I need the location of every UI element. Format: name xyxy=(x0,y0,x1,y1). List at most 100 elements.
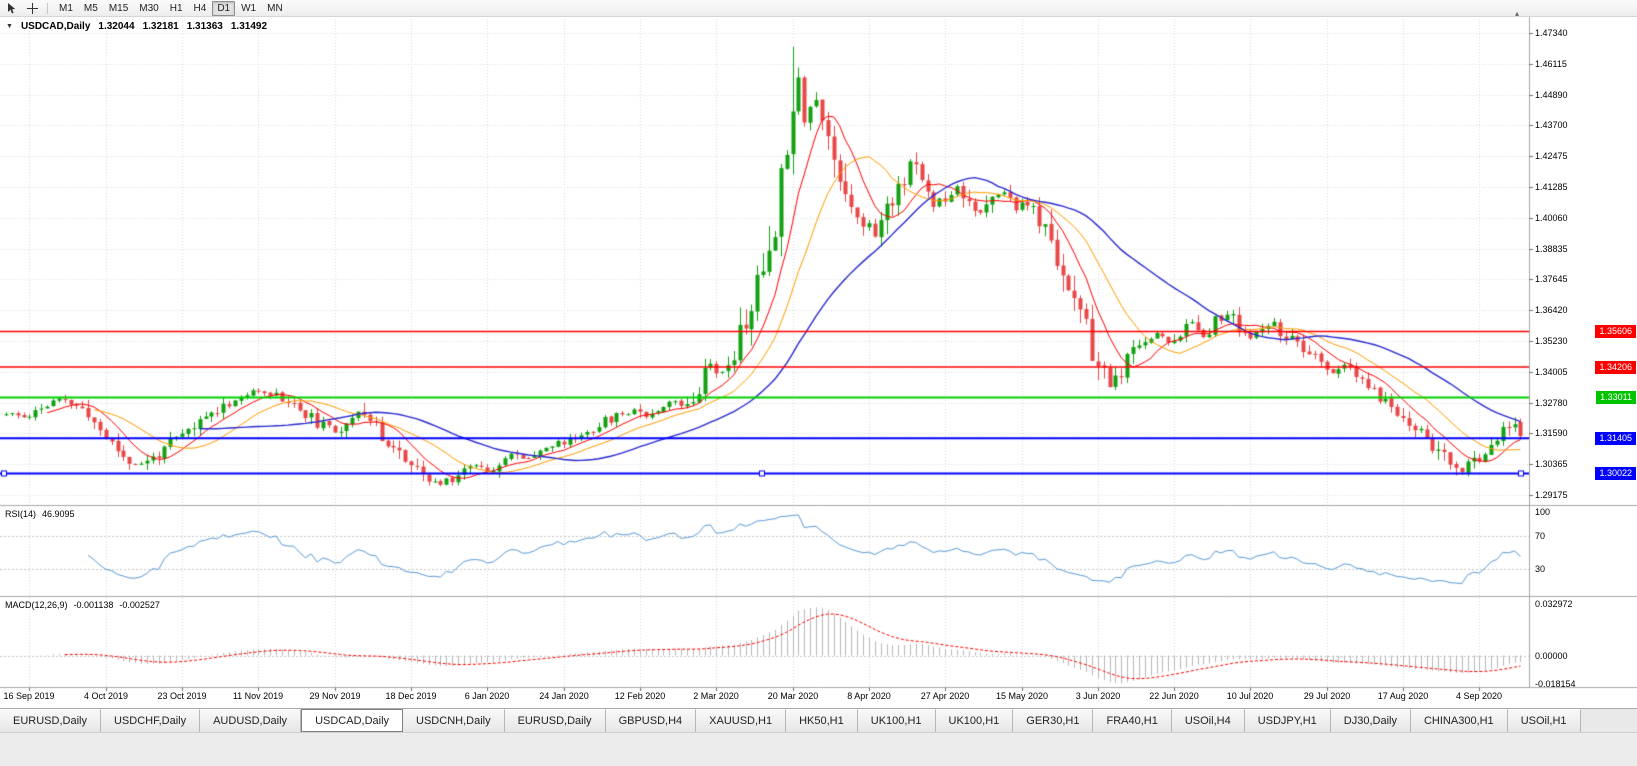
toolbar-separator xyxy=(47,2,48,14)
price-axis-label: 1.41285 xyxy=(1535,182,1568,192)
date-axis-label: 3 Jun 2020 xyxy=(1075,691,1121,701)
crosshair-icon[interactable] xyxy=(23,1,41,16)
chart-tab-usdcad-daily[interactable]: USDCAD,Daily xyxy=(301,709,404,732)
price-axis-label: 1.37645 xyxy=(1535,274,1568,284)
chart-tab-audusd-daily[interactable]: AUDUSD,Daily xyxy=(200,709,302,732)
price-axis-label: 1.42475 xyxy=(1535,151,1568,161)
chart-symbol-period: USDCAD,Daily xyxy=(20,21,91,32)
chart-tab-fra40-h1[interactable]: FRA40,H1 xyxy=(1093,709,1172,732)
price-axis-label: 1.36420 xyxy=(1535,305,1568,315)
date-axis-label: 12 Feb 2020 xyxy=(614,691,666,701)
rsi-axis-label: 30 xyxy=(1535,564,1546,574)
chart-tab-usoil-h4[interactable]: USOil,H4 xyxy=(1171,709,1245,732)
chart-tab-dj30-daily[interactable]: DJ30,Daily xyxy=(1330,709,1411,732)
chart-tab-uk100-h1[interactable]: UK100,H1 xyxy=(935,709,1014,732)
chart-tab-xauusd-h1[interactable]: XAUUSD,H1 xyxy=(696,709,787,732)
price-axis-label: 1.38835 xyxy=(1535,244,1568,254)
macd-axis-label: 0.032972 xyxy=(1535,599,1573,609)
date-axis-label: 29 Nov 2019 xyxy=(309,691,361,701)
timeframe-button-m1[interactable]: M1 xyxy=(59,2,73,14)
price-axis-label: 1.31590 xyxy=(1535,428,1568,438)
price-axis-label: 1.46115 xyxy=(1535,59,1567,69)
scroll-up-icon[interactable]: ▴ xyxy=(1514,9,1519,18)
chart-tab-usdchf-daily[interactable]: USDCHF,Daily xyxy=(100,709,201,732)
chart-tab-usoil-h1[interactable]: USOil,H1 xyxy=(1507,709,1581,732)
chart-low-value: 1.31363 xyxy=(186,21,223,32)
rsi-value: 46.9095 xyxy=(42,509,75,519)
chart-tab-usdjpy-h1[interactable]: USDJPY,H1 xyxy=(1244,709,1331,732)
price-level-tag: 1.35606 xyxy=(1595,325,1636,338)
price-axis-label: 1.29175 xyxy=(1535,490,1568,500)
pane-separator-rsi[interactable] xyxy=(0,504,1529,508)
date-axis-label: 23 Oct 2019 xyxy=(157,691,207,701)
chart-high-value: 1.32181 xyxy=(142,21,179,32)
chart-tab-usdcnh-daily[interactable]: USDCNH,Daily xyxy=(403,709,505,732)
chart-open-value: 1.32044 xyxy=(98,21,135,32)
date-axis-label: 16 Sep 2019 xyxy=(3,691,55,701)
chart-tab-uk100-h1[interactable]: UK100,H1 xyxy=(857,709,936,732)
price-level-tag: 1.34206 xyxy=(1595,361,1636,374)
price-axis-label: 1.44890 xyxy=(1535,90,1568,100)
chart-tab-china300-h1[interactable]: CHINA300,H1 xyxy=(1410,709,1508,732)
chart-tab-eurusd-daily[interactable]: EURUSD,Daily xyxy=(0,709,101,732)
chart-tabs-bar: EURUSD,Daily USDCHF,Daily AUDUSD,Daily USDC… xyxy=(0,708,1637,732)
rsi-axis-label: 100 xyxy=(1535,507,1551,517)
date-axis-label: 27 Apr 2020 xyxy=(920,691,970,701)
timeframe-button-m30[interactable]: M30 xyxy=(139,2,159,14)
timeframe-button-h1[interactable]: H1 xyxy=(169,2,183,14)
chart-tab-gbpusd-h4[interactable]: GBPUSD,H4 xyxy=(605,709,697,732)
chart-title: ▼ USDCAD,Daily 1.32044 1.32181 1.31363 1… xyxy=(6,21,267,32)
date-axis-label: 20 Mar 2020 xyxy=(767,691,819,701)
price-axis-label: 1.40060 xyxy=(1535,213,1568,223)
macd-signal-value: -0.002527 xyxy=(119,600,160,610)
price-level-tag: 1.30022 xyxy=(1595,467,1636,480)
cursor-icon[interactable] xyxy=(3,1,21,16)
date-axis-label: 8 Apr 2020 xyxy=(847,691,891,701)
rsi-axis-label: 70 xyxy=(1535,531,1546,541)
timeframe-button-m5[interactable]: M5 xyxy=(83,2,98,14)
macd-axis-label: 0.00000 xyxy=(1535,651,1568,661)
date-axis-label: 18 Dec 2019 xyxy=(385,691,437,701)
status-bar xyxy=(0,732,1637,766)
price-axis-label: 1.35230 xyxy=(1535,336,1568,346)
date-axis-label: 10 Jul 2020 xyxy=(1226,691,1274,701)
price-axis-label: 1.34005 xyxy=(1535,367,1568,377)
price-axis-label: 1.30365 xyxy=(1535,459,1568,469)
timeframe-button-d1[interactable]: D1 xyxy=(212,0,236,16)
macd-main-value: -0.001138 xyxy=(73,600,114,610)
timeframe-button-mn[interactable]: MN xyxy=(267,2,283,14)
pane-separator-macd[interactable] xyxy=(0,595,1529,599)
rsi-indicator-name: RSI(14) xyxy=(5,509,37,519)
price-level-tag: 1.31405 xyxy=(1595,432,1636,445)
date-axis-label: 2 Mar 2020 xyxy=(693,691,739,701)
date-axis-label: 6 Jan 2020 xyxy=(464,691,510,701)
timeframe-button-w1[interactable]: W1 xyxy=(241,2,257,14)
date-axis-label: 4 Oct 2019 xyxy=(83,691,129,701)
price-axis-label: 1.32780 xyxy=(1535,398,1568,408)
price-level-tag: 1.33011 xyxy=(1596,391,1636,404)
macd-axis-label: -0.018154 xyxy=(1535,679,1576,689)
date-axis-label: 4 Sep 2020 xyxy=(1455,691,1503,701)
rsi-pane-title: RSI(14) 46.9095 xyxy=(5,509,75,519)
date-axis-label: 22 Jun 2020 xyxy=(1149,691,1199,701)
macd-indicator-name: MACD(12,26,9) xyxy=(5,600,68,610)
macd-pane-title: MACD(12,26,9) -0.001138 -0.002527 xyxy=(5,600,160,610)
chart-tab-ger30-h1[interactable]: GER30,H1 xyxy=(1013,709,1094,732)
date-axis-label: 11 Nov 2019 xyxy=(232,691,284,701)
date-axis-label: 29 Jul 2020 xyxy=(1303,691,1351,701)
chart-close-value: 1.31492 xyxy=(230,21,268,32)
timeframe-button-m15[interactable]: M15 xyxy=(108,2,129,14)
timeframe-button-h4[interactable]: H4 xyxy=(193,2,207,14)
date-axis-label: 24 Jan 2020 xyxy=(539,691,589,701)
price-axis-label: 1.47340 xyxy=(1535,28,1568,38)
chart-tab-eurusd-daily[interactable]: EURUSD,Daily xyxy=(504,709,606,732)
price-axis-label: 1.43700 xyxy=(1535,120,1568,130)
timeframe-buttons-group: M1 M5 M15 M30 H1 H4 D1 W1 MN xyxy=(54,0,288,16)
collapse-indicators-icon[interactable]: ▼ xyxy=(6,23,13,30)
date-axis-label: 17 Aug 2020 xyxy=(1377,691,1429,701)
timeframes-toolbar: M1 M5 M15 M30 H1 H4 D1 W1 MN xyxy=(0,0,1637,17)
date-axis-label: 15 May 2020 xyxy=(995,691,1049,701)
chart-tab-hk50-h1[interactable]: HK50,H1 xyxy=(786,709,858,732)
